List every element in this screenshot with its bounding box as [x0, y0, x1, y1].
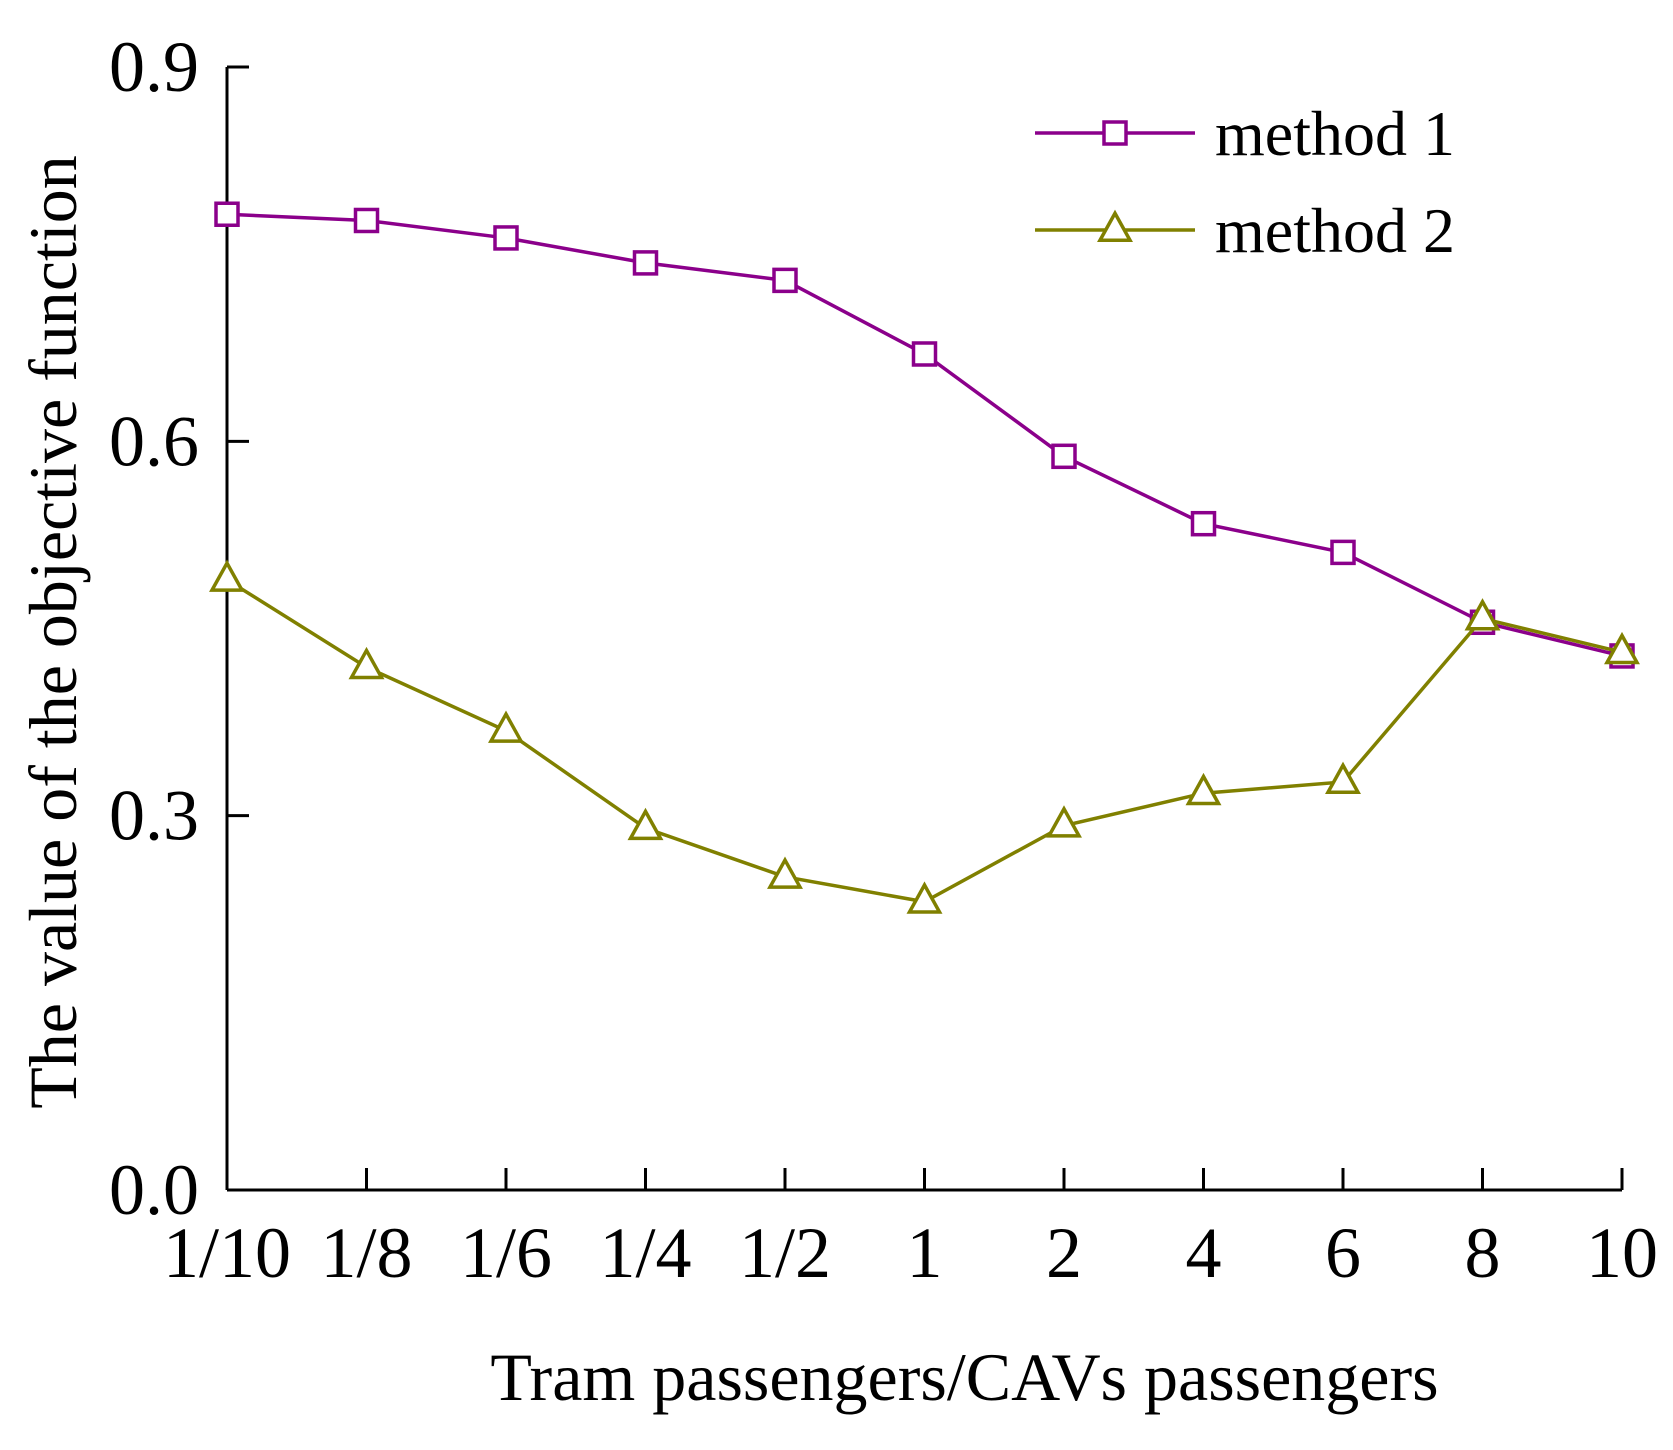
square-marker: [632, 250, 659, 276]
x-tick-label: 6: [1325, 1213, 1361, 1293]
y-axis-ticks: 0.0 0.3 0.6 0.9: [109, 27, 249, 1230]
triangle-marker: [488, 710, 524, 743]
square-marker: [1190, 510, 1217, 537]
triangle-marker: [209, 559, 245, 592]
triangle-marker: [1046, 805, 1082, 838]
legend-triangle-marker: [1097, 209, 1133, 243]
series-2: [209, 559, 1640, 914]
x-tick-label: 10: [1586, 1213, 1658, 1293]
y-tick-label: 0.6: [109, 401, 199, 481]
x-tick-label: 8: [1465, 1213, 1501, 1293]
legend-item: method 2: [1035, 195, 1455, 266]
triangle-marker: [1464, 598, 1501, 631]
legend-label: method 2: [1215, 195, 1455, 266]
x-tick-label: 1: [907, 1213, 943, 1293]
square-marker: [353, 207, 380, 234]
x-tick-label: 1/8: [320, 1213, 412, 1293]
triangle-marker: [767, 856, 803, 889]
legend: method 1 method 2: [1035, 98, 1455, 266]
triangle-marker: [348, 646, 385, 680]
square-marker: [493, 225, 519, 251]
triangle-marker: [1604, 631, 1640, 665]
legend-label: method 1: [1215, 98, 1455, 169]
triangle-marker: [1325, 761, 1361, 794]
triangle-marker: [1185, 772, 1222, 806]
x-tick-label: 1/4: [599, 1213, 691, 1293]
x-tick-label: 4: [1186, 1213, 1222, 1293]
series-line: [226, 212, 1623, 658]
legend-item: method 1: [1035, 98, 1455, 169]
series-layer: [209, 201, 1640, 914]
triangle-marker: [627, 807, 664, 841]
legend-square-marker: [1102, 120, 1128, 146]
series-1: [214, 201, 1635, 669]
square-marker: [1330, 539, 1356, 566]
y-tick-label: 0.9: [109, 27, 199, 107]
square-marker: [1051, 443, 1077, 470]
x-tick-label: 1/2: [739, 1213, 831, 1293]
y-tick-label: 0.3: [109, 776, 199, 856]
x-axis-ticks: 1/10 1/8 1/6 1/4 1/2 1 2 4 6 8 10: [163, 1168, 1658, 1293]
square-marker: [772, 267, 798, 294]
x-axis-title: Tram passengers/CAVs passengers: [490, 1339, 1438, 1415]
y-tick-label: 0.0: [109, 1150, 199, 1230]
x-tick-label: 1/10: [163, 1213, 291, 1293]
y-axis-title: The value of the objective function: [15, 155, 91, 1109]
x-tick-label: 2: [1046, 1213, 1082, 1293]
square-marker: [911, 341, 938, 367]
series-line: [226, 578, 1623, 904]
square-marker: [214, 201, 240, 227]
triangle-marker: [906, 881, 943, 914]
x-tick-label: 1/6: [460, 1213, 552, 1293]
